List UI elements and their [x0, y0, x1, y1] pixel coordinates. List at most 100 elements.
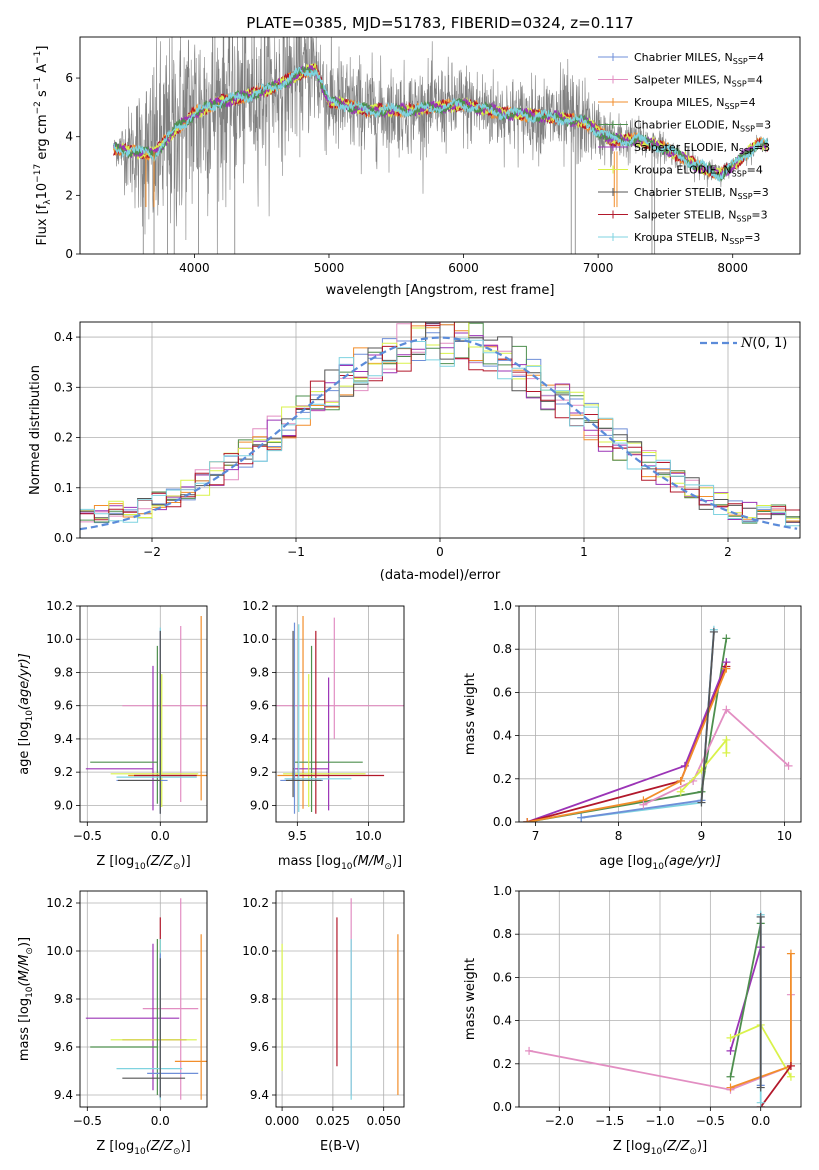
y-tick-label: 10.0 [46, 944, 73, 958]
y-tick-label: 9.6 [250, 1040, 269, 1054]
y-axis-label-text: mass [log10(M/M⊙)] [17, 937, 35, 1061]
weight-series-line [680, 737, 728, 793]
weight-series-marker [722, 748, 731, 757]
model-spectrum-line [113, 66, 769, 182]
x-tick-label: 0.025 [316, 1114, 350, 1128]
mass-vs-metallicity-panel: −0.5 0.0 9.4 9.6 9.8 10.0 10.2 Z [log10(Z/Z⊙)] m… [17, 890, 208, 1157]
weight-series-marker [523, 818, 532, 822]
y-axis-label: Flux [fλ10−17 erg cm−2 s−1 A−1] [33, 46, 53, 246]
x-tick-label: −1.5 [595, 1114, 624, 1128]
legend-entry: Salpeter MILES, NSSP=4 [634, 74, 763, 89]
x-tick-label: −1.0 [645, 1114, 674, 1128]
x-tick-label: 7 [532, 829, 540, 843]
observed-spectrum-line [113, 37, 768, 254]
y-tick-label: 0.2 [493, 772, 512, 786]
y-axis-label-text: age [log10(age/yr)] [17, 653, 35, 775]
y-tick-label: 0.4 [493, 1014, 512, 1028]
weight-series-marker [726, 1072, 735, 1081]
weight-series-marker [756, 1098, 765, 1107]
weight-series-marker [786, 1061, 795, 1070]
age-vs-metallicity-panel: −0.5 0.0 9.0 9.2 9.4 9.6 9.8 10.0 10.2 Z [log10(Z… [17, 599, 208, 872]
y-tick-label: 9.4 [54, 1088, 73, 1102]
x-tick-label: 10.0 [355, 829, 382, 843]
x-axis-label: E(B-V) [320, 1139, 360, 1154]
weight-series-marker [726, 1083, 735, 1092]
x-tick-label: 4000 [179, 261, 210, 275]
axes-frame [518, 890, 802, 1108]
plot-area [113, 37, 769, 254]
y-tick-label: 1.0 [493, 884, 512, 898]
legend-entry: Kroupa ELODIE, NSSP=4 [634, 164, 763, 179]
legend-entry: Chabrier MILES, NSSP=4 [634, 51, 764, 66]
y-tick-label: 9.4 [54, 732, 73, 746]
y-tick-label: 9.4 [250, 732, 269, 746]
y-tick-label: 10.2 [46, 896, 73, 910]
histogram-step [80, 322, 800, 523]
x-tick-label: 5000 [314, 261, 345, 275]
y-tick-label: 9.6 [54, 699, 73, 713]
x-tick-label: 0.050 [367, 1114, 401, 1128]
y-tick-label: 4 [65, 130, 73, 144]
x-axis-label: (data-model)/error [380, 568, 501, 583]
weight-series-marker [639, 800, 648, 809]
y-tick-label: 0.4 [493, 729, 512, 743]
weight-series-line [643, 708, 790, 806]
residuals-panel: −2 −1 0 1 2 0.0 0.1 0.2 0.3 0.4 (data-model)/error… [28, 321, 801, 583]
y-tick-label: 0.1 [54, 481, 73, 495]
y-tick-label: 9.6 [250, 699, 269, 713]
weight-series-line [700, 631, 715, 803]
y-tick-label: 6 [65, 71, 73, 85]
weight-series-marker [577, 813, 586, 822]
legend-entry: Salpeter STELIB, NSSP=3 [634, 209, 768, 224]
legend-entry: Salpeter ELODIE, NSSP=3 [634, 141, 770, 156]
y-axis-label: mass weight [463, 673, 478, 755]
x-tick-label: 1 [580, 545, 588, 559]
x-tick-label: −1 [287, 545, 305, 559]
x-tick-label: −2.0 [545, 1114, 574, 1128]
y-tick-label: 0.6 [493, 685, 512, 699]
x-tick-label: 9.5 [288, 829, 307, 843]
weight-series-line [527, 638, 728, 822]
y-tick-label: 10.0 [242, 944, 269, 958]
axes-frame [79, 605, 208, 823]
legend-entry: Chabrier ELODIE, NSSP=3 [634, 119, 771, 134]
weight-series-marker [722, 705, 731, 714]
weight-vs-metallicity-panel: −2.0 −1.5 −1.0 −0.5 0.0 0.0 0.2 0.4 0.6 0.8 1.0 Z [… [463, 884, 802, 1157]
x-tick-label: 8 [615, 829, 623, 843]
plot-area [276, 615, 404, 814]
y-tick-label: 0.2 [493, 1057, 512, 1071]
x-tick-label: 6000 [448, 261, 479, 275]
weight-series-marker [697, 798, 706, 807]
weight-series-marker [756, 1083, 765, 1092]
legend-entry: Kroupa MILES, NSSP=4 [634, 96, 756, 111]
y-tick-label: 0.4 [54, 330, 73, 344]
y-axis-label: age [log10(age/yr)] [17, 653, 35, 775]
y-tick-label: 0.0 [54, 531, 73, 545]
axes-frame [518, 605, 802, 823]
y-tick-label: 10.2 [242, 896, 269, 910]
y-tick-label: 10.0 [46, 632, 73, 646]
weight-vs-age-panel: 7 8 9 10 0.0 0.2 0.4 0.6 0.8 1.0 age [log10(age/yr… [463, 599, 802, 872]
y-tick-label: 0.0 [493, 815, 512, 829]
y-tick-label: 9.2 [250, 765, 269, 779]
y-tick-label: 10.2 [46, 599, 73, 613]
weight-series-marker [525, 1046, 534, 1055]
weight-series-marker [786, 949, 795, 958]
x-axis-label: Z [log10(Z/Z⊙)] [96, 1139, 190, 1157]
y-tick-label: 9.0 [250, 798, 269, 812]
weight-series-marker [726, 1033, 735, 1042]
weight-series-marker [676, 787, 685, 796]
normal-curve [80, 336, 798, 531]
axes-frame [79, 321, 801, 539]
x-tick-label: −0.5 [73, 829, 102, 843]
y-tick-label: 9.2 [54, 765, 73, 779]
x-axis-label: mass [log10(M/M⊙)] [278, 854, 402, 872]
x-axis-label: wavelength [Angstrom, rest frame] [326, 283, 555, 298]
x-tick-label: 0 [436, 545, 444, 559]
y-tick-label: 9.8 [54, 992, 73, 1006]
y-tick-label: 2 [65, 188, 73, 202]
y-axis-label: mass weight [463, 958, 478, 1040]
x-tick-label: −0.5 [73, 1114, 102, 1128]
x-tick-label: 10 [777, 829, 792, 843]
